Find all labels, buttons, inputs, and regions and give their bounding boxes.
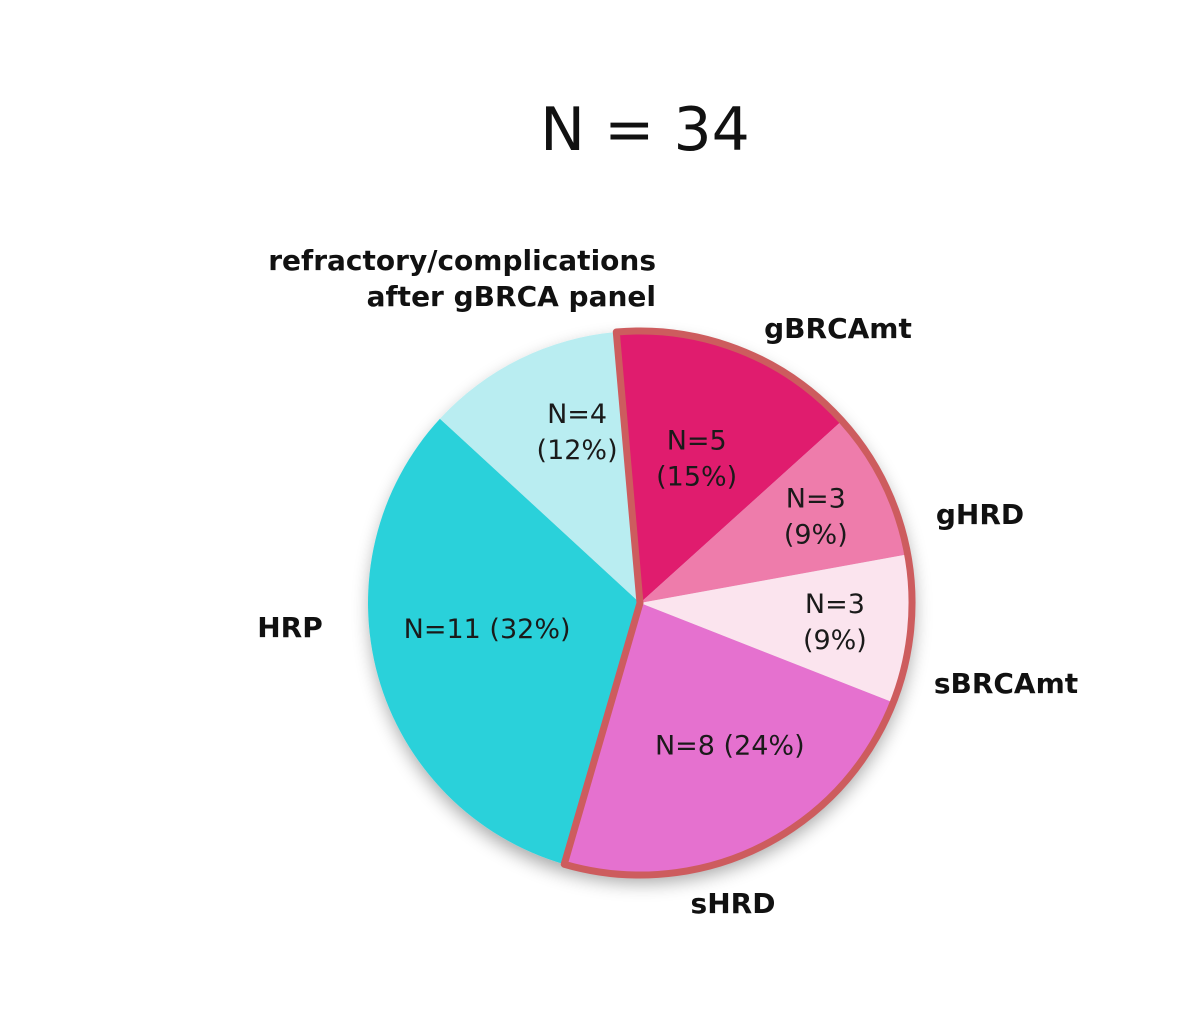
slice-category-label-2: sBRCAmt <box>934 667 1078 700</box>
highlight-outline <box>560 327 916 879</box>
pie-slice-1 <box>640 420 908 603</box>
highlight-outline-path <box>560 327 916 879</box>
slice-value-labels: N=5 (15%) N=3 (9%) N=3 (9%) N=8 (24%) N=11 (32%… <box>404 399 867 762</box>
slice-value-label-2: N=3 (9%) <box>803 589 867 656</box>
slice-category-label-5: refractory/complications after gBRCA pane… <box>268 244 656 313</box>
slice-category-label-1: gHRD <box>936 498 1024 531</box>
pie-slice-3 <box>564 603 894 875</box>
pie-slices <box>368 331 912 875</box>
slice-category-label-4: HRP <box>257 611 323 644</box>
pie-slice-5 <box>439 332 640 603</box>
slice-value-label-5: N=4 (12%) <box>537 399 618 466</box>
pie-slice-0 <box>616 331 842 603</box>
slice-category-label-0: gBRCAmt <box>764 312 912 345</box>
pie-slice-2 <box>640 554 912 703</box>
slice-value-label-0: N=5 (15%) <box>656 426 737 493</box>
slice-value-label-1: N=3 (9%) <box>784 484 848 551</box>
pie-slice-4 <box>368 418 640 865</box>
slice-category-label-3: sHRD <box>691 887 776 920</box>
chart-title: N = 34 <box>540 95 750 165</box>
slice-category-labels: gBRCAmt gHRD sBRCAmt sHRD HRP refractory/comp… <box>257 244 1078 920</box>
slice-value-label-3: N=8 (24%) <box>655 731 805 762</box>
slice-value-label-4: N=11 (32%) <box>404 614 571 645</box>
